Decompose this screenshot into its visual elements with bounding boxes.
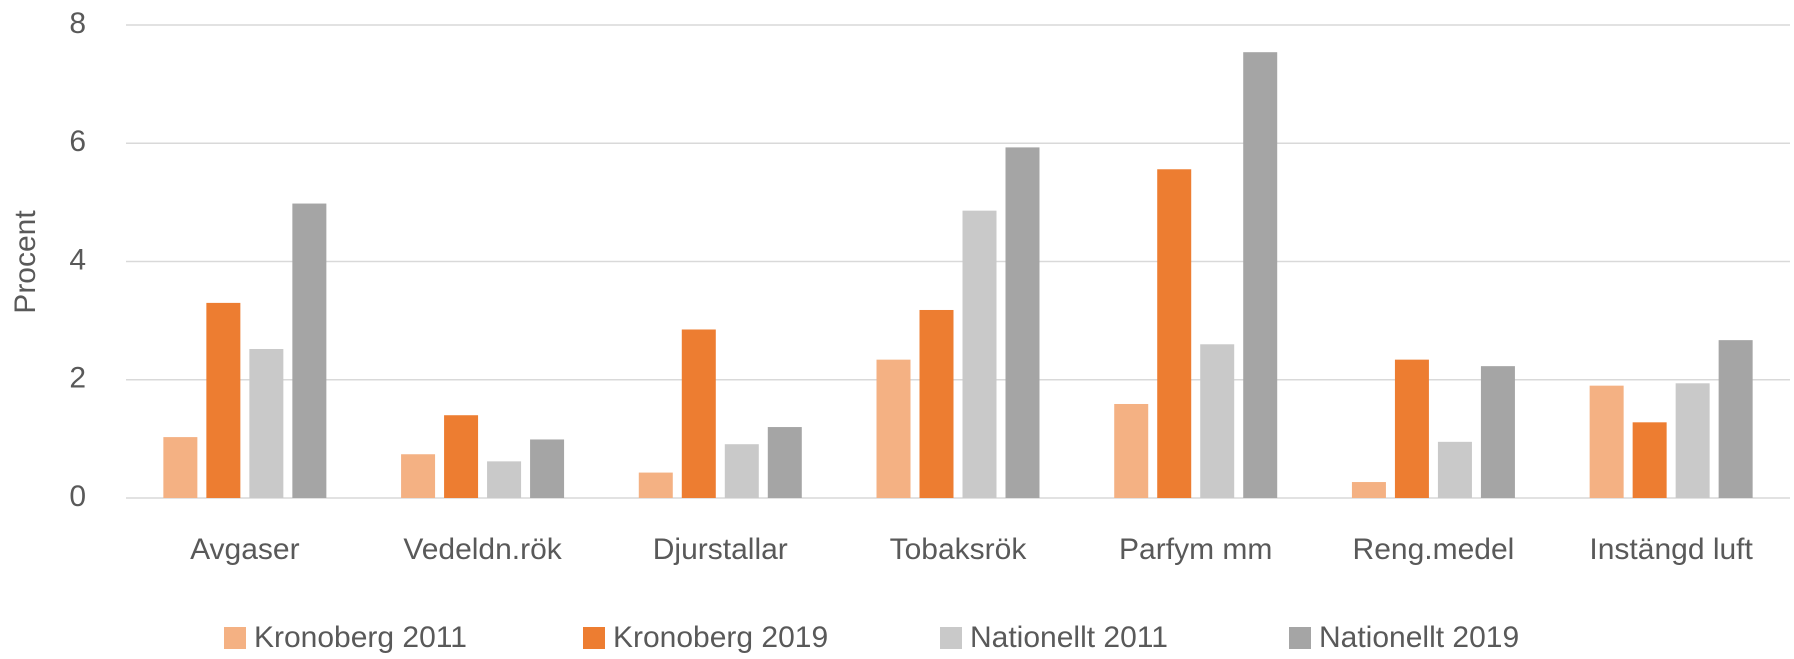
legend-label: Nationellt 2019 <box>1319 621 1519 654</box>
bar <box>1200 344 1235 498</box>
x-tick-label: Instängd luft <box>1589 533 1753 566</box>
y-tick-label: 2 <box>69 362 86 395</box>
bar <box>1718 340 1753 498</box>
bar <box>1480 366 1515 498</box>
legend-swatch <box>1289 627 1311 649</box>
x-tick-label: Avgaser <box>190 533 300 566</box>
y-axis-label: Procent <box>9 210 42 314</box>
bar <box>876 359 911 498</box>
bar <box>681 329 716 498</box>
bar <box>487 461 522 498</box>
bar <box>638 472 673 498</box>
x-tick-label: Parfym mm <box>1119 533 1272 566</box>
bar <box>1589 385 1624 498</box>
bar <box>767 427 802 498</box>
x-tick-label: Reng.medel <box>1353 533 1515 566</box>
y-tick-label: 0 <box>69 480 86 513</box>
x-tick-label: Djurstallar <box>653 533 788 566</box>
bar <box>1157 169 1192 498</box>
bar <box>1351 482 1386 498</box>
bar <box>1243 52 1278 498</box>
legend-swatch <box>940 627 962 649</box>
bar <box>1675 383 1710 498</box>
bar <box>530 439 565 498</box>
legend-swatch <box>224 627 246 649</box>
legend-label: Kronoberg 2019 <box>613 621 828 654</box>
bar <box>1632 422 1667 498</box>
y-tick-label: 8 <box>69 7 86 40</box>
legend-label: Kronoberg 2011 <box>254 621 467 654</box>
bar <box>249 349 284 498</box>
legend-swatch <box>583 627 605 649</box>
bar <box>163 437 198 498</box>
x-tick-label: Tobaksrök <box>890 533 1028 566</box>
bar <box>444 415 479 498</box>
bar <box>1114 403 1149 498</box>
bar <box>1394 359 1429 498</box>
y-tick-label: 6 <box>69 125 86 158</box>
legend-label: Nationellt 2011 <box>970 621 1168 654</box>
x-tick-label: Vedeldn.rök <box>403 533 562 566</box>
bar <box>724 444 759 498</box>
bar <box>919 309 954 498</box>
bar <box>1005 147 1040 499</box>
bar <box>401 454 436 498</box>
y-tick-label: 4 <box>69 243 86 276</box>
bar <box>962 210 997 498</box>
bar <box>292 203 327 498</box>
bar <box>206 302 241 498</box>
bar <box>1437 441 1472 498</box>
